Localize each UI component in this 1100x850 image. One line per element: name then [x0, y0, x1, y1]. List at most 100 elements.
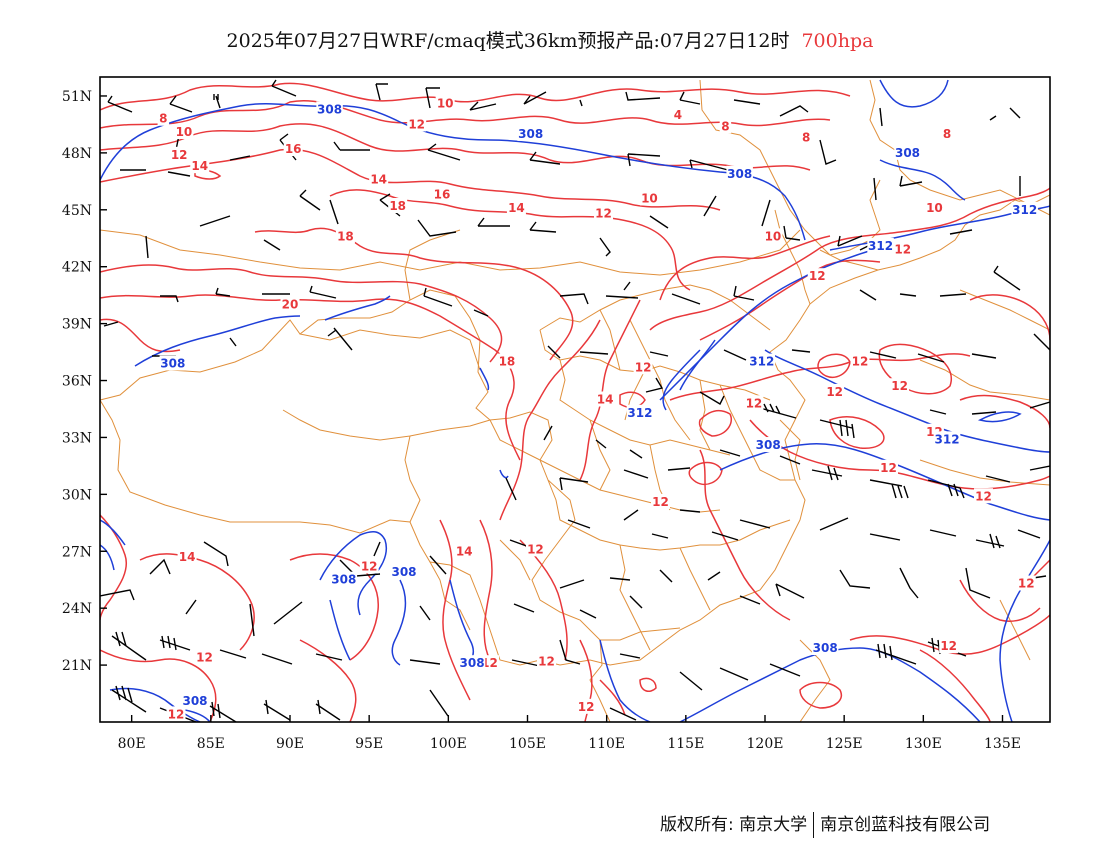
geopotential-contour-label: 308	[460, 656, 485, 670]
geopotential-contour-label: 312	[935, 432, 960, 446]
temperature-contour-label: 12	[538, 654, 555, 668]
map-title: 2025年07月27日WRF/cmaq模式36km预报产品:07月27日12时 7…	[0, 26, 1100, 53]
contour-label-bg	[763, 228, 783, 244]
copyright-footer: 版权所有: 南京大学 南京创蓝科技有限公司	[660, 810, 990, 838]
contour-label-bg	[181, 693, 209, 709]
geopotential-contour-label: 308	[317, 102, 342, 116]
temperature-contour-label: 8	[802, 131, 810, 145]
contour-label-bg	[867, 237, 894, 253]
geopotential-contour-label: 308	[756, 438, 781, 452]
temperature-contour-label: 12	[826, 385, 843, 399]
temperature-contour-label: 12	[361, 559, 378, 573]
contour-label-bg	[894, 144, 921, 160]
geopotential-contour-label: 308	[160, 356, 185, 370]
title-main: 2025年07月27日WRF/cmaq模式36km预报产品:07月27日12时	[226, 30, 790, 52]
contour-label-bg	[594, 205, 613, 221]
lat-tick-label: 51N	[62, 89, 92, 105]
contour-label-bg	[933, 431, 961, 447]
contour-label-bg	[924, 199, 944, 215]
temperature-contour-label: 18	[499, 355, 516, 369]
temperature-contour-label: 14	[597, 393, 614, 407]
contour-label-bg	[748, 353, 776, 369]
contour-label-bg	[407, 116, 427, 132]
lat-tick-label: 48N	[62, 146, 92, 162]
temperature-contour-label: 12	[891, 379, 908, 393]
lon-tick-label: 110E	[588, 736, 625, 752]
contour-label-bg	[166, 706, 186, 722]
temperature-contour-label: 12	[578, 700, 595, 714]
geopotential-contour-label: 312	[749, 355, 774, 369]
lon-tick-label: 125E	[826, 736, 863, 752]
contour-label-bg	[633, 359, 653, 375]
lat-tick-label: 24N	[62, 601, 92, 617]
lon-tick-label: 95E	[355, 736, 383, 752]
temperature-contour-label: 12	[1018, 577, 1035, 591]
temperature-contour-label: 12	[940, 639, 957, 653]
contour-label-bg	[458, 655, 486, 671]
lon-tick-label: 90E	[276, 736, 304, 752]
contour-label-bg	[335, 228, 355, 244]
contour-label-bg	[811, 640, 839, 656]
temperature-contour-label: 12	[171, 148, 188, 162]
contour-label-bg	[939, 638, 959, 654]
contour-label-bg	[390, 564, 418, 580]
contour-label-bg	[435, 95, 455, 111]
lat-tick-label: 42N	[62, 260, 92, 276]
contour-label-bg	[626, 404, 654, 420]
geopotential-contour-label: 312	[627, 406, 652, 420]
geopotential-contour-label: 308	[182, 694, 207, 708]
longitude-axis: 80E 85E 90E 95E 100E 105E 110E 115E 120E 125E 130E…	[118, 715, 1021, 752]
latitude-axis: 51N 48N 45N 42N 39N 36N 33N 30N 27N 24N 21N	[62, 89, 107, 674]
geopotential-contour-label: 308	[813, 641, 838, 655]
contour-label-bg	[174, 124, 194, 140]
lon-tick-label: 130E	[905, 736, 942, 752]
temperature-contour-label: 10	[176, 125, 193, 139]
temperature-contour-label: 12	[852, 355, 869, 369]
temperature-contour-label: 12	[746, 396, 763, 410]
contour-label-bg	[719, 118, 732, 134]
lon-tick-label: 105E	[509, 736, 546, 752]
contour-label-bg	[159, 355, 187, 371]
lat-tick-label: 39N	[62, 317, 92, 333]
temperature-contour-label: 4	[674, 108, 682, 122]
temperature-contour-label: 12	[880, 461, 897, 475]
pressure-level-label: 700hpa	[801, 30, 874, 52]
temperature-contour-label: 12	[894, 243, 911, 257]
lat-tick-label: 45N	[62, 203, 92, 219]
lon-tick-label: 100E	[430, 736, 467, 752]
lat-tick-label: 33N	[62, 430, 92, 446]
contour-label-bg	[369, 171, 389, 187]
contour-label-bg	[432, 186, 452, 202]
contour-label-bg	[639, 190, 659, 206]
temperature-contour-label: 12	[168, 707, 185, 721]
contour-label-bg	[517, 125, 544, 141]
lat-tick-label: 30N	[62, 487, 92, 503]
geopotential-contours	[100, 79, 1050, 722]
contour-label-bg	[359, 558, 379, 574]
temperature-contour-label: 12	[408, 117, 425, 131]
contour-label-bg	[974, 488, 993, 504]
temperature-contour-label: 16	[434, 188, 451, 202]
contour-label-bg	[744, 395, 764, 411]
geopotential-contour-label: 308	[391, 565, 416, 579]
contour-label-bg	[800, 129, 812, 145]
lon-tick-label: 120E	[747, 736, 784, 752]
temperature-contour-label: 12	[975, 489, 992, 503]
temperature-contour-label: 10	[641, 191, 658, 205]
contour-label-bg	[454, 543, 474, 559]
plot-frame	[99, 76, 1051, 723]
lat-tick-label: 36N	[62, 374, 92, 390]
footer-divider	[813, 812, 815, 838]
geopotential-contour-label: 308	[727, 167, 752, 181]
temperature-contour-label: 18	[337, 229, 354, 243]
lat-tick-label: 21N	[62, 658, 92, 674]
geopotential-contour-label: 312	[868, 239, 893, 253]
geopotential-contour-label: 308	[331, 573, 356, 587]
temperature-contour-label: 20	[282, 298, 299, 312]
contour-label-bg	[157, 110, 170, 126]
geopotential-contour-label: 312	[1012, 203, 1037, 217]
temperature-contour-label: 12	[809, 269, 826, 283]
copyright-company: 南京创蓝科技有限公司	[820, 815, 991, 835]
contour-label-bg	[1011, 201, 1038, 217]
